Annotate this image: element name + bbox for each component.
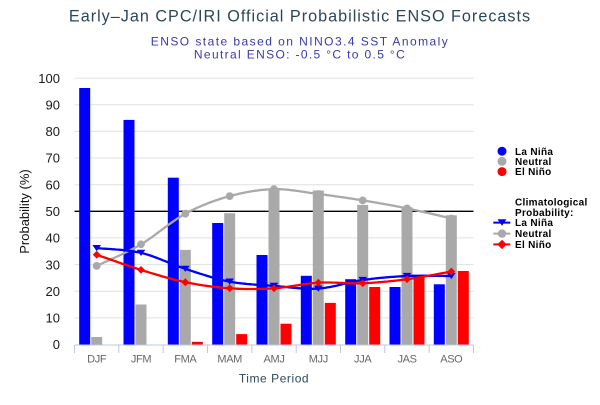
svg-text:Neutral ENSO: -0.5 °C to 0.5 °: Neutral ENSO: -0.5 °C to 0.5 °C: [194, 48, 406, 62]
svg-text:ASO: ASO: [440, 354, 463, 366]
svg-text:40: 40: [46, 231, 60, 246]
svg-text:90: 90: [46, 97, 60, 112]
svg-text:La Niña: La Niña: [515, 147, 553, 158]
svg-text:Neutral: Neutral: [515, 229, 552, 240]
svg-text:El Niño: El Niño: [515, 167, 552, 178]
svg-text:JAS: JAS: [397, 354, 416, 366]
svg-text:AMJ: AMJ: [264, 354, 285, 366]
svg-text:20: 20: [46, 284, 60, 299]
svg-text:30: 30: [46, 257, 60, 272]
svg-text:Neutral: Neutral: [515, 157, 552, 168]
svg-text:0: 0: [53, 337, 60, 352]
svg-text:Early–Jan CPC/IRI Official Pro: Early–Jan CPC/IRI Official Probabilistic…: [69, 8, 531, 26]
svg-text:ENSO state based on NINO3.4 SS: ENSO state based on NINO3.4 SST Anomaly: [151, 35, 449, 49]
svg-text:Time Period: Time Period: [239, 371, 309, 385]
svg-text:FMA: FMA: [174, 354, 197, 366]
svg-text:Probability:: Probability:: [515, 208, 574, 219]
svg-text:JJA: JJA: [354, 354, 372, 366]
svg-text:DJF: DJF: [87, 354, 107, 366]
svg-text:70: 70: [46, 151, 60, 166]
svg-text:MJJ: MJJ: [309, 354, 328, 366]
svg-text:50: 50: [46, 204, 60, 219]
svg-text:80: 80: [46, 124, 60, 139]
svg-text:Climatological: Climatological: [515, 197, 588, 208]
svg-text:JFM: JFM: [131, 354, 152, 366]
svg-text:100: 100: [38, 71, 60, 86]
svg-text:MAM: MAM: [217, 354, 242, 366]
svg-text:60: 60: [46, 177, 60, 192]
svg-text:10: 10: [46, 311, 60, 326]
svg-text:El Niño: El Niño: [515, 240, 552, 251]
svg-text:La Niña: La Niña: [515, 218, 553, 229]
svg-text:Probability (%): Probability (%): [17, 169, 32, 254]
